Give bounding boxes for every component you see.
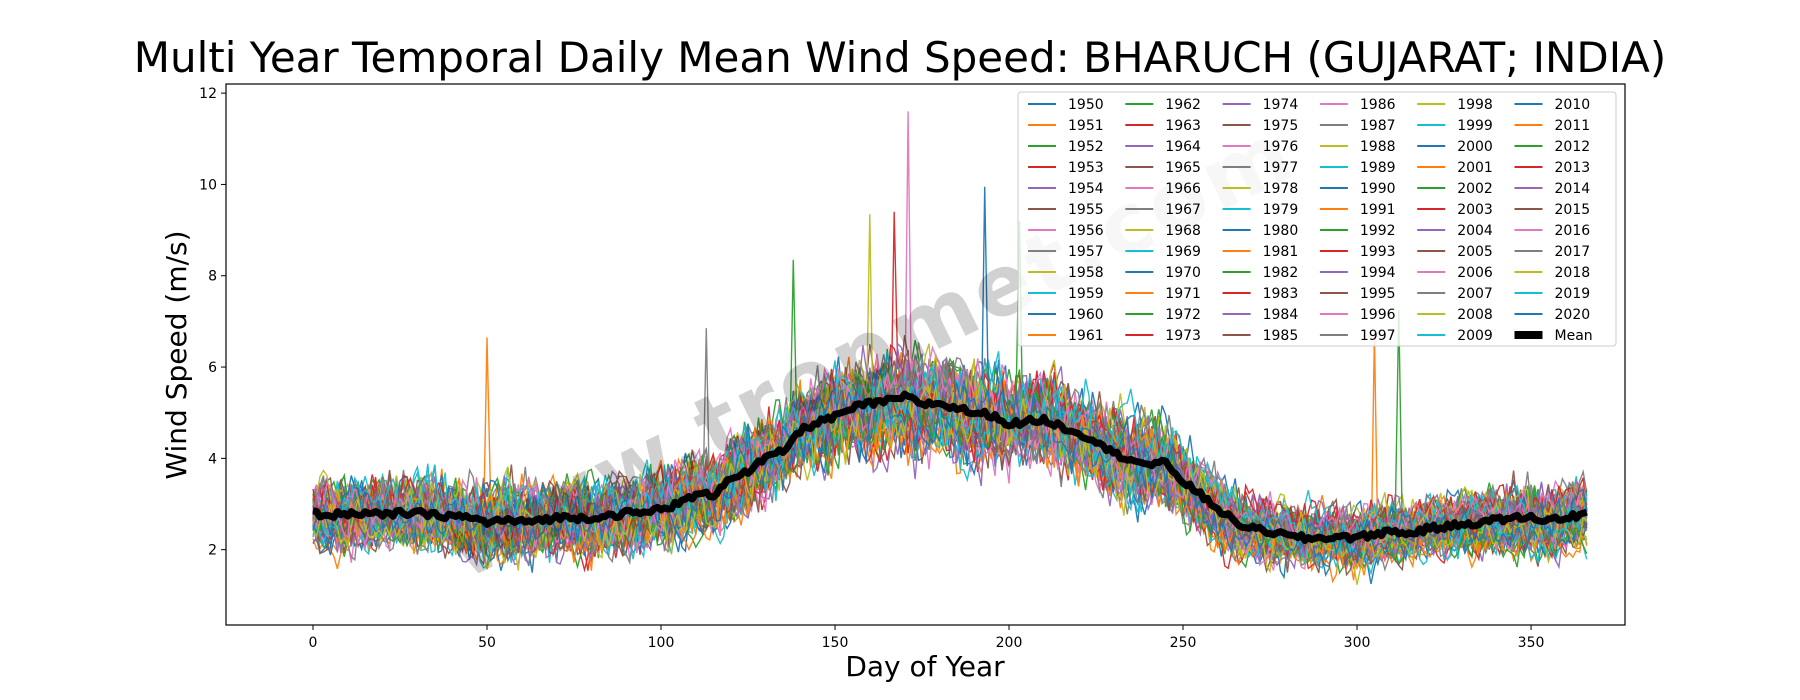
legend-label-1975: 1975: [1263, 118, 1299, 134]
legend-label-2005: 2005: [1457, 244, 1493, 260]
legend-box: [1017, 91, 1617, 347]
legend-label-1979: 1979: [1263, 202, 1299, 218]
legend-label-1968: 1968: [1165, 223, 1201, 239]
x-tick-label: 150: [822, 635, 849, 651]
x-tick-label: 100: [648, 635, 675, 651]
legend-label-2009: 2009: [1457, 328, 1493, 344]
legend-label-2012: 2012: [1555, 139, 1591, 155]
legend-label-1984: 1984: [1263, 307, 1299, 323]
x-axis-label: Day of Year: [845, 650, 1005, 683]
legend-label-1990: 1990: [1360, 181, 1396, 197]
y-tick-label: 8: [208, 269, 217, 285]
legend-label-2008: 2008: [1457, 307, 1493, 323]
series-line-2020: [312, 368, 1588, 560]
legend-label-1955: 1955: [1068, 202, 1104, 218]
legend-label-1982: 1982: [1263, 265, 1299, 281]
legend-label-1986: 1986: [1360, 97, 1396, 113]
legend-label-1973: 1973: [1165, 328, 1201, 344]
legend-label-1963: 1963: [1165, 118, 1201, 134]
mean-series-group: [312, 390, 1588, 544]
legend-label-1970: 1970: [1165, 265, 1201, 281]
legend-label-1960: 1960: [1068, 307, 1104, 323]
legend-label-1978: 1978: [1263, 181, 1299, 197]
legend-label-2014: 2014: [1555, 181, 1591, 197]
legend-label-1999: 1999: [1457, 118, 1493, 134]
legend-label-1993: 1993: [1360, 244, 1396, 260]
legend-label-1962: 1962: [1165, 97, 1201, 113]
legend-label-2015: 2015: [1555, 202, 1591, 218]
legend-label-1969: 1969: [1165, 244, 1201, 260]
legend-label-1958: 1958: [1068, 265, 1104, 281]
legend-label-1956: 1956: [1068, 223, 1104, 239]
axes-group: 0 50 100 150 200 250 300 350 2 4 6 8 10 12: [199, 86, 1544, 651]
legend-label-2011: 2011: [1555, 118, 1591, 134]
plot-frame: [225, 83, 1626, 626]
legend-label-2010: 2010: [1555, 97, 1591, 113]
legend-label-2004: 2004: [1457, 223, 1493, 239]
legend-label-2006: 2006: [1457, 265, 1493, 281]
legend-label-1964: 1964: [1165, 139, 1201, 155]
legend-label-1991: 1991: [1360, 202, 1396, 218]
y-tick-label: 2: [208, 543, 217, 559]
legend-label-1998: 1998: [1457, 97, 1493, 113]
legend-label-1974: 1974: [1263, 97, 1299, 113]
y-tick-label: 10: [199, 177, 217, 193]
legend-label-1997: 1997: [1360, 328, 1396, 344]
legend-label-1952: 1952: [1068, 139, 1104, 155]
y-axis-label: Wind Speed (m/s): [160, 230, 193, 479]
legend-label-2017: 2017: [1555, 244, 1591, 260]
legend-label-1983: 1983: [1263, 286, 1299, 302]
legend-label-2001: 2001: [1457, 160, 1493, 176]
legend-label-1987: 1987: [1360, 118, 1396, 134]
y-tick-label: 6: [208, 360, 217, 376]
legend-label-2018: 2018: [1555, 265, 1591, 281]
legend-label-2013: 2013: [1555, 160, 1591, 176]
legend-label-1953: 1953: [1068, 160, 1104, 176]
legend-label-1972: 1972: [1165, 307, 1201, 323]
legend-label-1954: 1954: [1068, 181, 1104, 197]
legend-label-1961: 1961: [1068, 328, 1104, 344]
legend-label-1959: 1959: [1068, 286, 1104, 302]
legend-label-1950: 1950: [1068, 97, 1104, 113]
legend-label-2020: 2020: [1555, 307, 1591, 323]
x-tick-label: 250: [1170, 635, 1197, 651]
legend-label-2007: 2007: [1457, 286, 1493, 302]
legend-label-2002: 2002: [1457, 181, 1493, 197]
legend-label-2016: 2016: [1555, 223, 1591, 239]
mean-line: [312, 390, 1588, 544]
legend-label-2000: 2000: [1457, 139, 1493, 155]
legend-label-1996: 1996: [1360, 307, 1396, 323]
legend-label-1976: 1976: [1263, 139, 1299, 155]
legend-label-1995: 1995: [1360, 286, 1396, 302]
legend-label-1957: 1957: [1068, 244, 1104, 260]
legend-label-1951: 1951: [1068, 118, 1104, 134]
legend-label-1966: 1966: [1165, 181, 1201, 197]
legend-label-1989: 1989: [1360, 160, 1396, 176]
y-tick-label: 4: [208, 451, 217, 467]
x-tick-label: 50: [478, 635, 496, 651]
legend-label-1980: 1980: [1263, 223, 1299, 239]
x-tick-label: 300: [1344, 635, 1371, 651]
x-tick-label: 0: [309, 635, 318, 651]
legend-label-1977: 1977: [1263, 160, 1299, 176]
legend-label-2003: 2003: [1457, 202, 1493, 218]
series-line-2003: [312, 379, 1588, 560]
legend-label-1992: 1992: [1360, 223, 1396, 239]
legend-label-1994: 1994: [1360, 265, 1396, 281]
chart-title: Multi Year Temporal Daily Mean Wind Spee…: [133, 33, 1667, 82]
legend-label-2019: 2019: [1555, 286, 1591, 302]
legend: 1950 1951 1952 1953 1954 1955 1956 1957 1958 1959…: [1017, 91, 1617, 347]
legend-label-1985: 1985: [1263, 328, 1299, 344]
legend-label-1967: 1967: [1165, 202, 1201, 218]
legend-label-1965: 1965: [1165, 160, 1201, 176]
legend-label-Mean: Mean: [1555, 328, 1593, 344]
y-tick-label: 12: [199, 86, 217, 102]
x-tick-label: 200: [996, 635, 1023, 651]
x-tick-label: 350: [1518, 635, 1545, 651]
legend-label-1971: 1971: [1165, 286, 1201, 302]
legend-label-1988: 1988: [1360, 139, 1396, 155]
legend-label-1981: 1981: [1263, 244, 1299, 260]
